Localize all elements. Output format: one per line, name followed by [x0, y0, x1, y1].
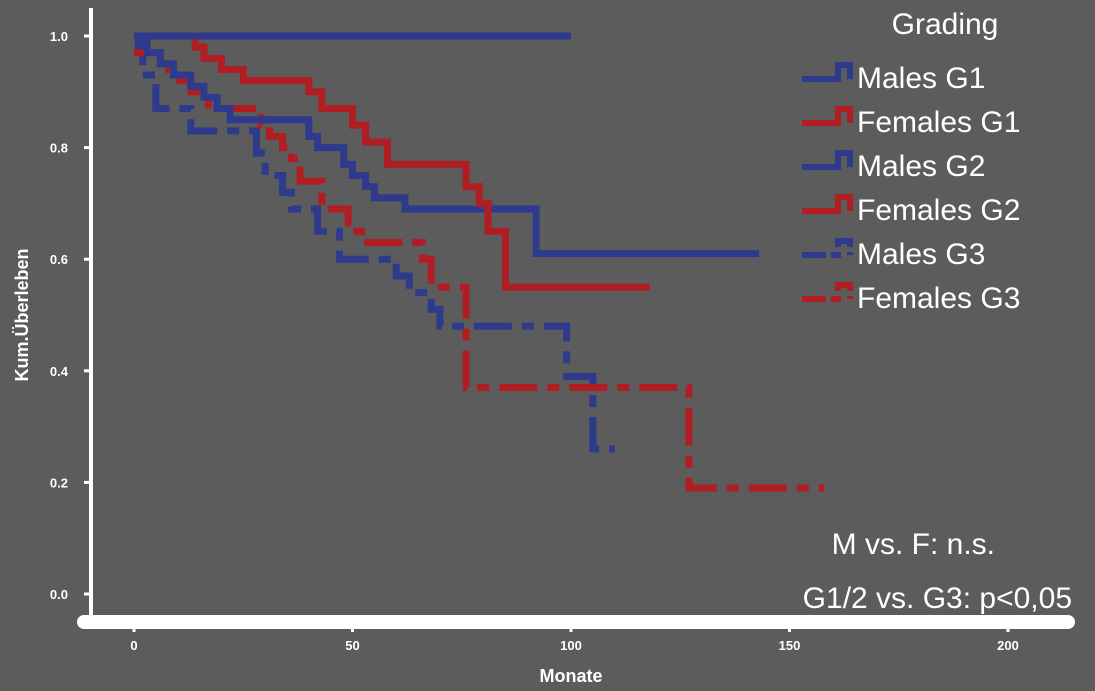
legend-entry: Males G1 [802, 62, 985, 95]
legend-entry: Females G1 [802, 106, 1020, 139]
annotation-sex-comparison: M vs. F: n.s. [832, 528, 995, 561]
legend: Grading Males G1 Females G1 Males G2 Female… [802, 8, 1020, 315]
legend-swatch [802, 106, 853, 126]
x-tick-label: 100 [560, 638, 582, 653]
legend-swatch [802, 150, 853, 170]
legend-label: Males G1 [857, 62, 985, 95]
legend-swatch [802, 194, 853, 214]
y-tick-label: 1.0 [50, 29, 68, 44]
x-axis-title: Monate [540, 666, 603, 686]
legend-entry: Males G3 [802, 238, 985, 271]
y-tick-label: 0.4 [50, 364, 69, 379]
series-line-females-g2 [134, 32, 650, 291]
legend-swatch [802, 62, 853, 82]
legend-entry: Females G3 [802, 282, 1020, 315]
legend-entry: Males G2 [802, 150, 985, 183]
axes [77, 8, 1075, 629]
legend-entry: Females G2 [802, 194, 1020, 227]
y-tick-label: 0.8 [50, 141, 68, 156]
annotation-grade-comparison: G1/2 vs. G3: p<0,05 [803, 582, 1072, 615]
legend-title: Grading [892, 8, 999, 41]
legend-label: Males G3 [857, 238, 985, 271]
x-tick-label: 200 [997, 638, 1019, 653]
y-axis-title: Kum.Überleben [12, 248, 32, 381]
legend-swatch [802, 238, 853, 258]
legend-label: Males G2 [857, 150, 985, 183]
legend-label: Females G1 [857, 106, 1020, 139]
y-tick-label: 0.2 [50, 475, 68, 490]
series-layer [134, 32, 825, 492]
x-tick-label: 0 [130, 638, 137, 653]
series-line-males-g2 [134, 32, 759, 258]
y-tick-label: 0.6 [50, 252, 68, 267]
legend-swatch [802, 282, 853, 302]
y-tick-label: 0.0 [50, 587, 68, 602]
series-line-males-g3 [134, 32, 615, 453]
x-tick-label: 50 [345, 638, 359, 653]
x-tick-label: 150 [779, 638, 801, 653]
legend-label: Females G3 [857, 282, 1020, 315]
legend-label: Females G2 [857, 194, 1020, 227]
ticks: 0.0 0.2 0.4 0.6 0.8 1.0 0 50 100 150 200 [50, 29, 1019, 653]
